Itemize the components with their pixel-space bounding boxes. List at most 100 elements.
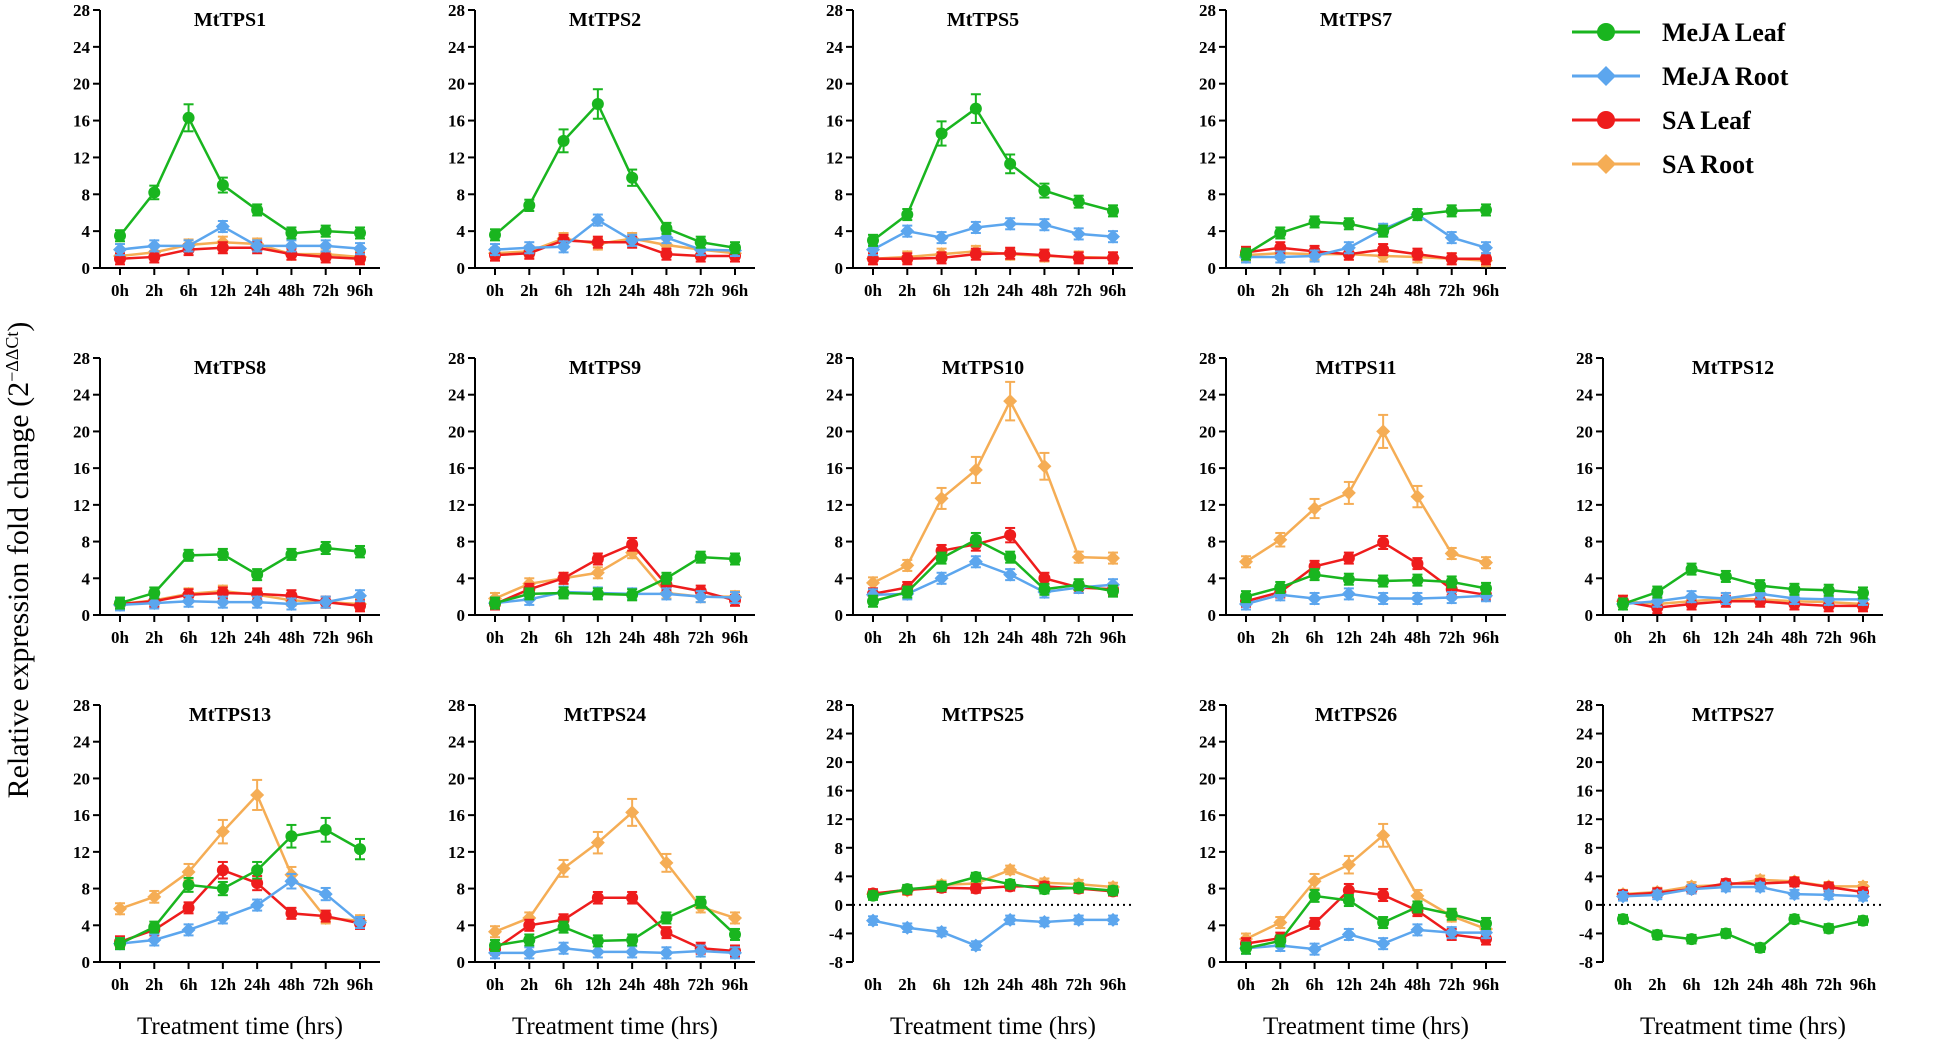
y-tick-label: 12 (1199, 148, 1216, 167)
x-tick-label: 12h (1713, 628, 1740, 647)
x-tick-label: 24h (619, 628, 646, 647)
data-point (1107, 585, 1119, 598)
y-tick-label: 12 (826, 810, 843, 829)
legend-item-sa-root: SA Root (1572, 150, 1754, 179)
y-tick-label: 8 (82, 880, 91, 899)
y-tick-label: 0 (82, 259, 91, 278)
data-point (660, 926, 673, 939)
x-tick-label: 6h (180, 281, 199, 300)
data-point (1239, 554, 1253, 569)
data-point (1822, 922, 1835, 935)
x-axis-label: Treatment time (hrs) (512, 1013, 718, 1040)
data-point (147, 596, 162, 611)
x-tick-label: 48h (1031, 281, 1058, 300)
data-point (1719, 927, 1732, 940)
data-point (1341, 586, 1356, 601)
data-point (1342, 552, 1355, 565)
x-tick-label: 0h (111, 975, 130, 994)
data-point (1071, 912, 1086, 927)
data-point (1444, 546, 1459, 561)
y-tick-label: 8 (82, 185, 91, 204)
data-point (729, 553, 741, 566)
data-point (659, 945, 674, 960)
data-point (729, 928, 741, 941)
series-sa-leaf (867, 246, 1119, 266)
y-tick-label: 20 (1199, 769, 1216, 788)
data-point (1377, 225, 1390, 238)
data-point (1685, 597, 1698, 610)
y-tick-label: 8 (457, 185, 466, 204)
y-tick-label: 0 (82, 606, 91, 625)
y-tick-label: 0 (457, 953, 466, 972)
legend-marker (1596, 154, 1616, 174)
data-point (1718, 591, 1733, 606)
y-tick-label: 12 (448, 496, 465, 515)
y-tick-label: 24 (73, 38, 91, 57)
series-meja-leaf (114, 816, 366, 951)
data-point (557, 134, 570, 147)
panel-title: MtTPS10 (942, 357, 1024, 379)
series-meja-leaf (1617, 562, 1869, 611)
legend-item-meja-root: MeJA Root (1572, 62, 1789, 91)
y-tick-label: 8 (1208, 880, 1217, 899)
x-tick-label: 12h (210, 628, 237, 647)
y-tick-label: 24 (1576, 725, 1594, 744)
x-tick-label: 6h (555, 628, 574, 647)
data-point (216, 179, 229, 192)
data-point (353, 241, 367, 256)
x-tick-label: 24h (244, 975, 271, 994)
x-tick-label: 2h (1271, 628, 1290, 647)
data-point (556, 861, 571, 876)
y-tick-label: 20 (73, 75, 90, 94)
x-tick-label: 6h (555, 975, 574, 994)
data-point (285, 548, 298, 561)
data-point (591, 236, 604, 249)
data-point (1003, 567, 1018, 582)
data-point (867, 595, 879, 608)
data-point (1377, 916, 1390, 929)
data-point (215, 824, 230, 839)
data-point (1445, 908, 1458, 921)
data-point (557, 586, 570, 599)
y-tick-label: 16 (826, 112, 843, 131)
y-tick-label: 24 (826, 725, 844, 744)
data-point (1341, 240, 1356, 255)
data-point (522, 945, 537, 960)
data-point (590, 213, 605, 228)
data-point (591, 553, 604, 566)
y-tick-label: 28 (1199, 349, 1216, 368)
x-tick-label: 12h (585, 281, 612, 300)
data-point (1787, 887, 1802, 902)
data-point (1038, 572, 1051, 585)
series-meja-root (866, 912, 1120, 953)
data-point (353, 588, 367, 603)
data-point (1754, 595, 1767, 608)
series-line (1245, 889, 1487, 945)
y-tick-label: 20 (1576, 422, 1593, 441)
x-tick-label: 12h (1713, 975, 1740, 994)
x-tick-label: 12h (963, 628, 990, 647)
data-point (250, 238, 265, 253)
x-tick-label: 72h (1815, 628, 1842, 647)
y-tick-label: 24 (1576, 386, 1594, 405)
data-point (1038, 249, 1051, 262)
data-point (867, 234, 879, 247)
data-point (900, 920, 915, 935)
series-sa-root (866, 862, 1120, 902)
series-meja-leaf (114, 103, 366, 243)
x-tick-label: 72h (312, 628, 339, 647)
y-tick-label: 0 (1208, 259, 1217, 278)
data-point (354, 226, 366, 239)
data-point (285, 907, 298, 920)
y-tick-label: 4 (82, 569, 91, 588)
data-point (148, 186, 161, 199)
data-point (968, 938, 983, 953)
x-tick-label: 96h (1850, 628, 1877, 647)
legend-marker (1597, 111, 1615, 129)
y-tick-label: 4 (1208, 222, 1217, 241)
y-tick-label: 24 (826, 386, 844, 405)
data-point (181, 922, 196, 937)
y-tick-label: 28 (1576, 349, 1593, 368)
data-point (1651, 928, 1664, 941)
x-tick-label: 96h (1473, 975, 1500, 994)
